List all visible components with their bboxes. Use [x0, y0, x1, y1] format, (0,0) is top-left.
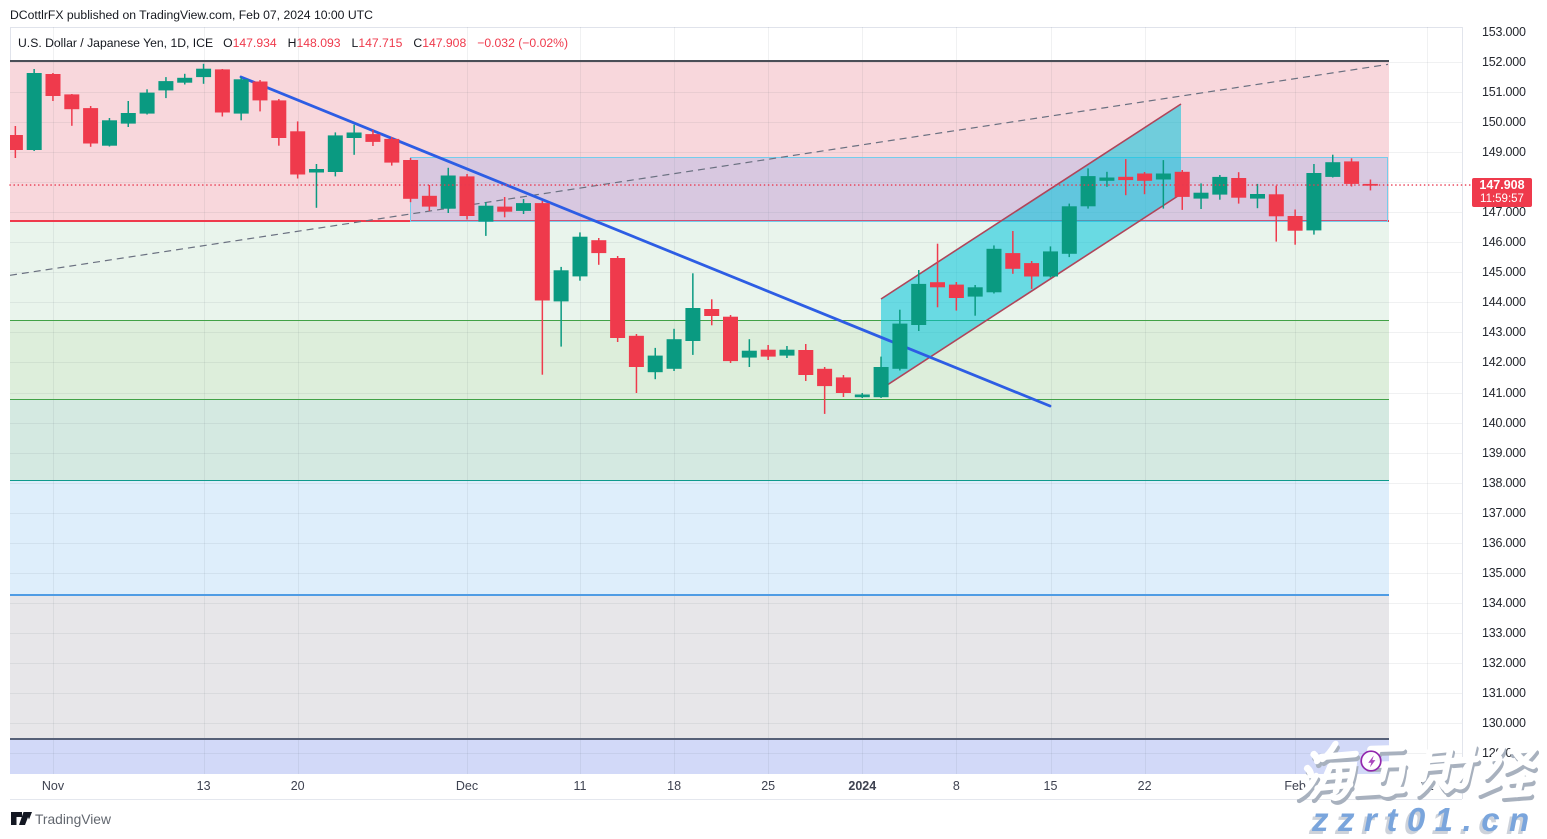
svg-text:TradingView: TradingView	[35, 812, 111, 827]
